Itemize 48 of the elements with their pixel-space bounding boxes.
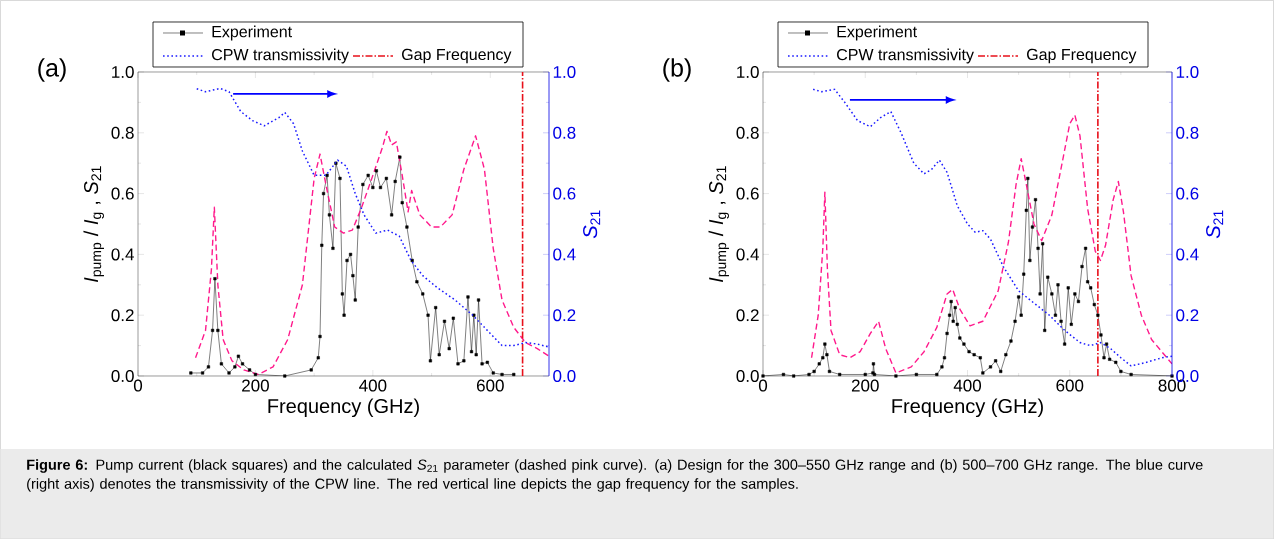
y2-tick-label: 0.6 bbox=[1176, 187, 1199, 200]
x-tick-label: 0 bbox=[758, 379, 768, 392]
y2-tick-label: 0.2 bbox=[1176, 309, 1199, 322]
y2-tick-label: 0.4 bbox=[553, 248, 576, 261]
y-tick-label: 0.6 bbox=[111, 187, 134, 200]
y2-tick-label: 1.0 bbox=[1176, 65, 1199, 79]
x-tick-label: 600 bbox=[1056, 379, 1084, 392]
x-tick-label: 200 bbox=[242, 379, 269, 392]
legend-label: Experiment bbox=[837, 25, 917, 41]
x-axis-title: Frequency (GHz) bbox=[268, 398, 419, 418]
y2-tick-label: 0.8 bbox=[1176, 126, 1199, 139]
y-tick-label: 0.0 bbox=[111, 369, 134, 383]
x-tick-label: 0 bbox=[133, 379, 143, 392]
legend-label: CPW transmissivity bbox=[212, 48, 349, 64]
y-tick-label: 0.4 bbox=[736, 248, 759, 261]
text: Figure 6: Pump current (black squares) and the calculated S$_{21}$ parameter (dashed pink curve). (a) Design for the 300–550 GHz range and (b) 500–700 GHz range. The blue curve (right axis) denotes the transmissivity of the CPW line. The red vertical line depicts the gap frequency for the samples. bbox=[27, 459, 1203, 492]
y2-tick-label: 0.2 bbox=[553, 309, 576, 322]
legend-label: Experiment bbox=[212, 25, 292, 41]
x-axis-title: Frequency (GHz) bbox=[892, 398, 1043, 418]
legend-label: Gap Frequency bbox=[402, 48, 512, 64]
y2-tick-label: 0.0 bbox=[553, 369, 576, 383]
y2-axis-title: S$_{21}$ bbox=[583, 210, 601, 239]
y-tick-label: 0.2 bbox=[111, 309, 134, 322]
text: (a) bbox=[38, 58, 66, 82]
y-axis-title: I$_{pump}$ / I$_{g}$ , S$_{21}$ bbox=[708, 166, 729, 283]
y-tick-label: 0.4 bbox=[111, 248, 134, 261]
y-tick-label: 0.2 bbox=[736, 309, 759, 322]
y-tick-label: 1.0 bbox=[737, 65, 759, 79]
y-tick-label: 0.6 bbox=[736, 187, 759, 200]
x-tick-label: 400 bbox=[953, 379, 982, 392]
y2-tick-label: 0.6 bbox=[553, 187, 576, 200]
text: (b) bbox=[663, 58, 691, 82]
y-tick-label: 1.0 bbox=[112, 65, 134, 79]
y-tick-label: 0.8 bbox=[736, 126, 759, 139]
y-tick-label: 0.8 bbox=[111, 126, 134, 139]
x-tick-label: 200 bbox=[851, 379, 879, 392]
y-axis-title: I$_{pump}$ / I$_{g}$ , S$_{21}$ bbox=[83, 166, 104, 283]
y2-tick-label: 1.0 bbox=[553, 65, 576, 79]
x-tick-label: 600 bbox=[476, 379, 504, 392]
y2-tick-label: 0.8 bbox=[553, 126, 576, 139]
legend-label: CPW transmissivity bbox=[837, 48, 974, 64]
legend-label: Gap Frequency bbox=[1027, 48, 1137, 64]
x-tick-label: 400 bbox=[359, 379, 387, 392]
y-tick-label: 0.0 bbox=[736, 369, 759, 383]
y2-tick-label: 0.4 bbox=[1176, 248, 1199, 261]
line-series bbox=[195, 87, 550, 348]
y2-axis-title: S$_{21}$ bbox=[1206, 210, 1224, 239]
line-series bbox=[194, 130, 549, 376]
